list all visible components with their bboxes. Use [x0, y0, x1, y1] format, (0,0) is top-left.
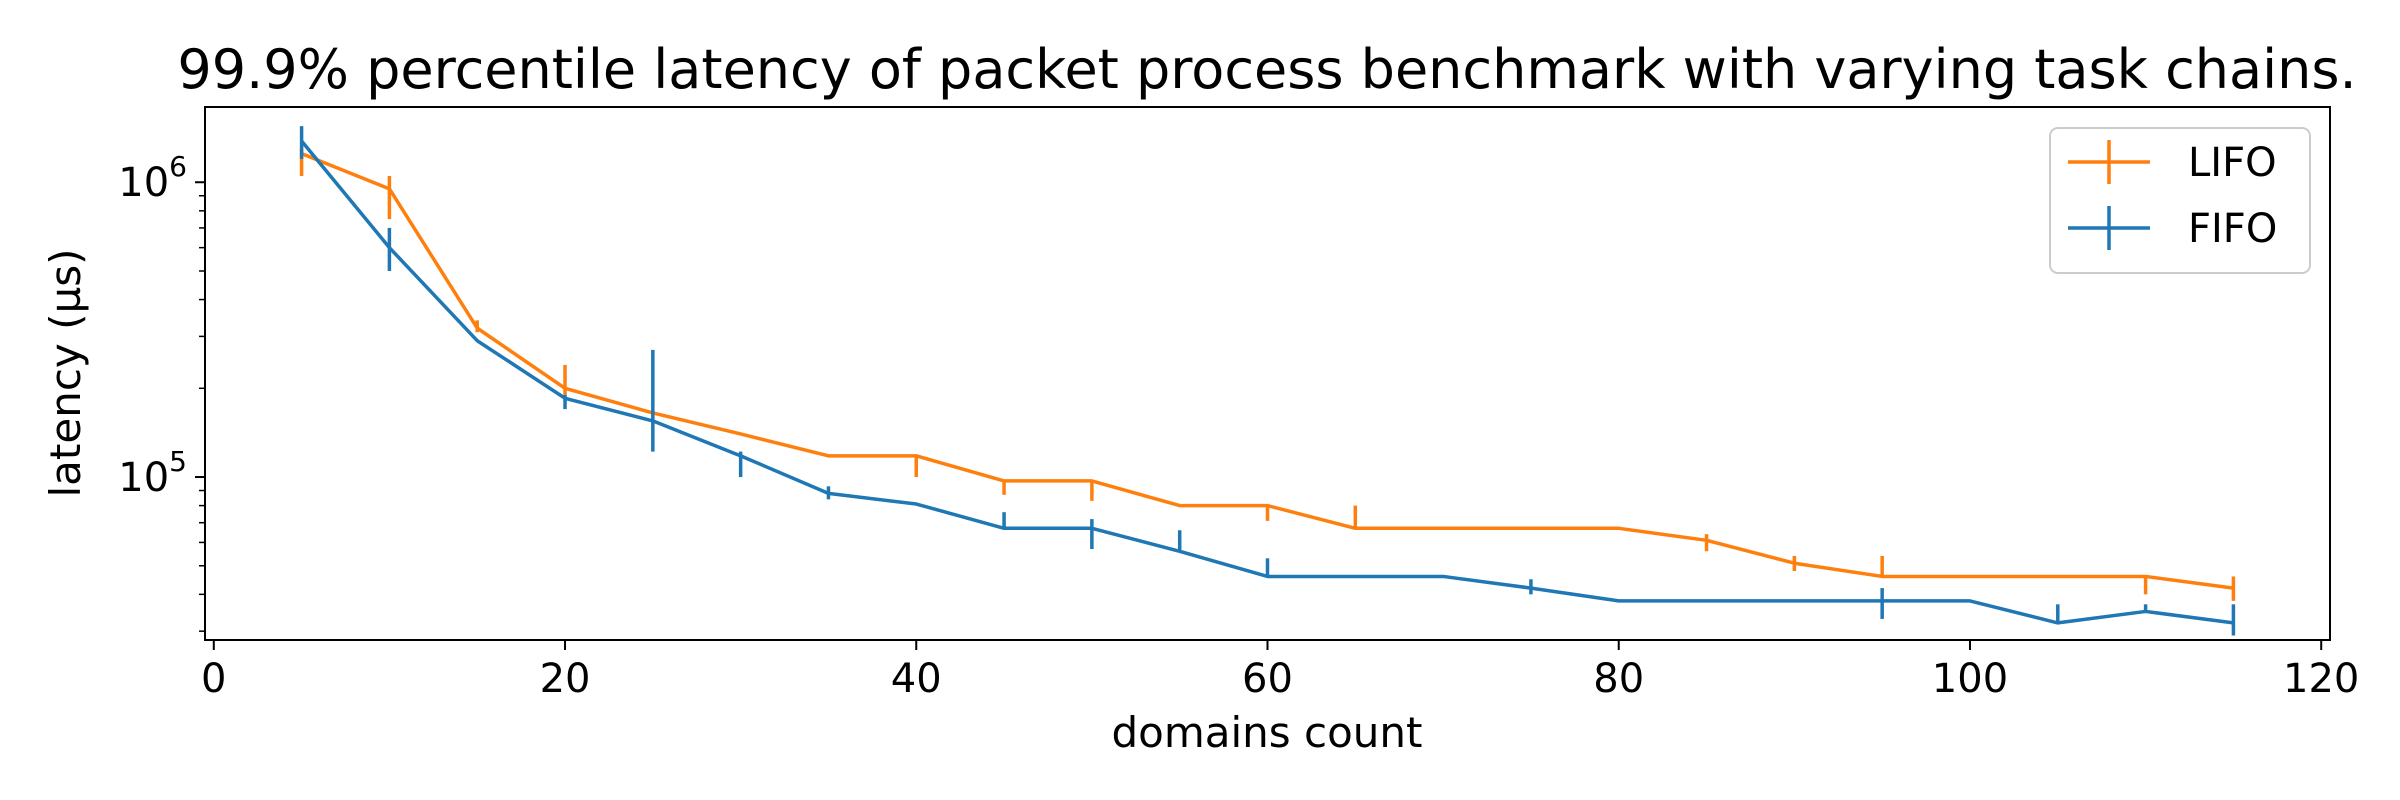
x-tick-label: 20 — [540, 656, 591, 702]
x-axis: 0 20 40 60 80 100 120 — [201, 640, 2359, 702]
legend-label-fifo: FIFO — [2188, 206, 2277, 252]
legend-label-lifo: LIFO — [2188, 140, 2277, 186]
legend-box — [2049, 127, 2311, 274]
legend: LIFO FIFO — [2049, 127, 2311, 274]
x-tick-label: 0 — [201, 656, 226, 702]
x-axis-label: domains count — [1111, 708, 1422, 757]
series-line-lifo — [300, 152, 2234, 590]
series-line-fifo — [300, 139, 2234, 625]
x-tick-label: 100 — [1932, 656, 2008, 702]
series-fifo — [299, 126, 2236, 636]
x-tick-label: 60 — [1242, 656, 1293, 702]
x-tick-label: 80 — [1593, 656, 1644, 702]
plot-area — [204, 106, 2331, 641]
series-layer — [299, 126, 2236, 636]
y-tick-label: 106 — [118, 150, 187, 206]
y-axis-label: latency (µs) — [41, 248, 90, 497]
y-tick-label: 105 — [118, 445, 187, 501]
x-tick-label: 40 — [891, 656, 942, 702]
x-tick-label: 120 — [2283, 656, 2359, 702]
chart-title: 99.9% percentile latency of packet proce… — [177, 38, 2356, 101]
series-lifo — [299, 148, 2236, 601]
y-axis: 105 106 — [118, 150, 205, 632]
